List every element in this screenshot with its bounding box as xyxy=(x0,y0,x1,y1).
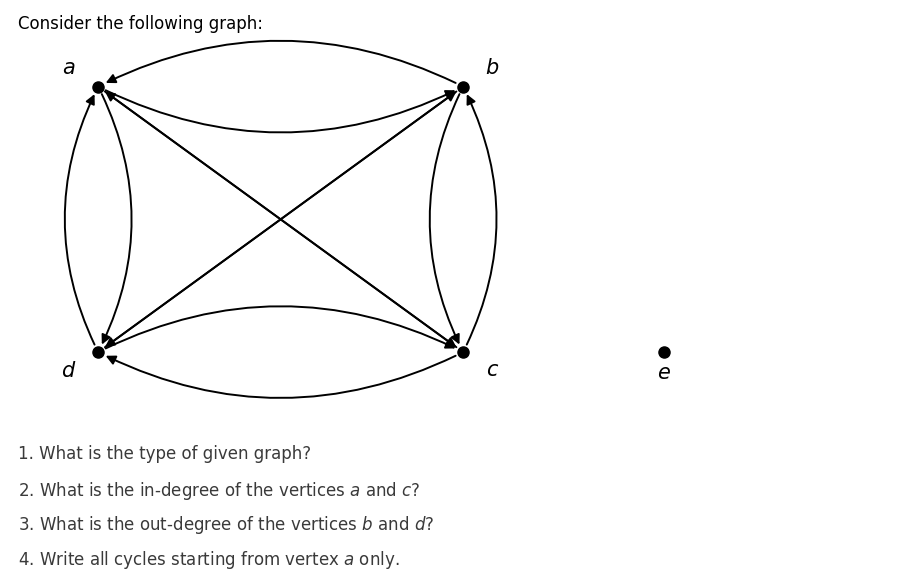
Text: Consider the following graph:: Consider the following graph: xyxy=(18,15,263,33)
Text: 1. What is the type of given graph?: 1. What is the type of given graph? xyxy=(18,445,311,463)
Text: $\it{a}$: $\it{a}$ xyxy=(63,58,75,77)
Text: 2. What is the in-degree of the vertices $a$ and $c$?: 2. What is the in-degree of the vertices… xyxy=(18,480,420,502)
Text: $\it{e}$: $\it{e}$ xyxy=(656,364,671,383)
Text: $\it{c}$: $\it{c}$ xyxy=(486,361,498,380)
Text: 4. Write all cycles starting from vertex $a$ only.: 4. Write all cycles starting from vertex… xyxy=(18,549,400,570)
Text: $\it{d}$: $\it{d}$ xyxy=(62,361,76,381)
Text: 3. What is the out-degree of the vertices $b$ and $d$?: 3. What is the out-degree of the vertice… xyxy=(18,514,434,536)
Text: $\it{b}$: $\it{b}$ xyxy=(485,58,499,78)
